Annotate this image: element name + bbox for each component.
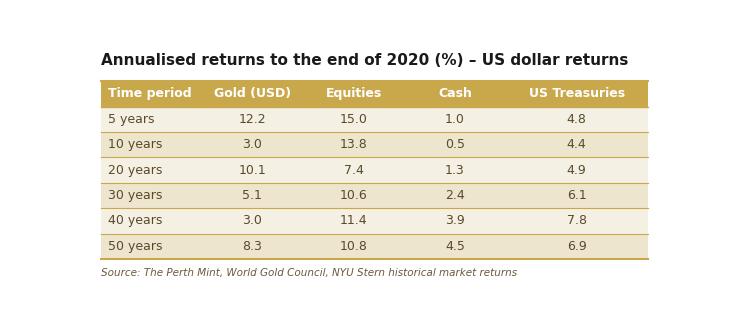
Text: 8.3: 8.3 (242, 240, 262, 253)
Bar (505, 208, 648, 234)
Bar (101, 107, 201, 132)
Text: Time period: Time period (108, 87, 192, 100)
Bar (201, 132, 303, 157)
Bar (303, 234, 404, 259)
Bar (303, 132, 404, 157)
Bar (505, 107, 648, 132)
Bar (201, 157, 303, 183)
Bar (201, 183, 303, 208)
Bar (101, 183, 201, 208)
Text: 11.4: 11.4 (339, 214, 367, 227)
Text: 6.9: 6.9 (566, 240, 586, 253)
Text: 50 years: 50 years (108, 240, 163, 253)
Bar (303, 81, 404, 107)
Bar (505, 157, 648, 183)
Bar (101, 81, 201, 107)
Text: Gold (USD): Gold (USD) (214, 87, 291, 100)
Text: 1.3: 1.3 (445, 164, 465, 177)
Text: 4.4: 4.4 (566, 138, 586, 151)
Text: 5.1: 5.1 (242, 189, 262, 202)
Text: 10.8: 10.8 (339, 240, 367, 253)
Bar (201, 81, 303, 107)
Bar (505, 132, 648, 157)
Text: 1.0: 1.0 (445, 113, 465, 126)
Bar (404, 81, 505, 107)
Text: 4.9: 4.9 (566, 164, 586, 177)
Text: 4.8: 4.8 (566, 113, 586, 126)
Text: 3.9: 3.9 (445, 214, 465, 227)
Text: 40 years: 40 years (108, 214, 163, 227)
Text: 30 years: 30 years (108, 189, 163, 202)
Text: 2.4: 2.4 (445, 189, 465, 202)
Text: 12.2: 12.2 (239, 113, 266, 126)
Bar (404, 132, 505, 157)
Bar (404, 107, 505, 132)
Bar (404, 234, 505, 259)
Text: Source: The Perth Mint, World Gold Council, NYU Stern historical market returns: Source: The Perth Mint, World Gold Counc… (101, 268, 517, 278)
Bar (101, 132, 201, 157)
Bar (101, 157, 201, 183)
Bar (201, 208, 303, 234)
Bar (505, 183, 648, 208)
Text: US Treasuries: US Treasuries (529, 87, 625, 100)
Text: 15.0: 15.0 (339, 113, 367, 126)
Bar (303, 208, 404, 234)
Bar (505, 81, 648, 107)
Bar (201, 107, 303, 132)
Bar (303, 157, 404, 183)
Bar (303, 183, 404, 208)
Text: 4.5: 4.5 (445, 240, 465, 253)
Text: 10 years: 10 years (108, 138, 163, 151)
Text: 10.1: 10.1 (239, 164, 266, 177)
Bar (303, 107, 404, 132)
Bar (101, 208, 201, 234)
Text: 3.0: 3.0 (242, 138, 262, 151)
Bar (101, 234, 201, 259)
Bar (201, 234, 303, 259)
Bar (404, 183, 505, 208)
Text: 5 years: 5 years (108, 113, 155, 126)
Text: Annualised returns to the end of 2020 (%) – US dollar returns: Annualised returns to the end of 2020 (%… (101, 53, 628, 68)
Bar (404, 208, 505, 234)
Text: 13.8: 13.8 (339, 138, 367, 151)
Text: 6.1: 6.1 (566, 189, 586, 202)
Text: 10.6: 10.6 (339, 189, 367, 202)
Text: Equities: Equities (326, 87, 382, 100)
Text: 7.4: 7.4 (344, 164, 364, 177)
Text: 3.0: 3.0 (242, 214, 262, 227)
Text: 0.5: 0.5 (445, 138, 465, 151)
Text: Cash: Cash (438, 87, 472, 100)
Text: 7.8: 7.8 (566, 214, 587, 227)
Bar (404, 157, 505, 183)
Text: 20 years: 20 years (108, 164, 163, 177)
Bar (505, 234, 648, 259)
